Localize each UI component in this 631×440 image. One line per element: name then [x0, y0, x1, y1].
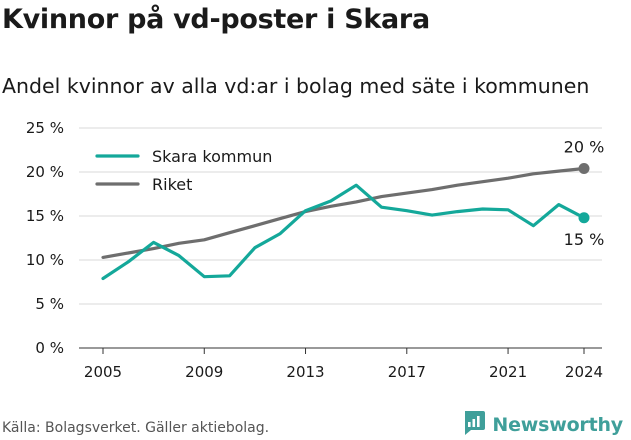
- newsworthy-logo-text: Newsworthy: [492, 414, 623, 436]
- legend-label-skara: Skara kommun: [152, 147, 272, 166]
- series-line-riket: [101, 166, 586, 259]
- y-tick-label: 0 %: [35, 339, 64, 357]
- newsworthy-logo-icon: [462, 410, 486, 440]
- x-tick-label: 2024: [565, 363, 603, 381]
- end-labels: 20 % 15 %: [564, 137, 605, 248]
- y-tick-label: 20 %: [26, 163, 64, 181]
- x-tick-label: 2009: [185, 363, 223, 381]
- x-tick-label: 2005: [84, 363, 122, 381]
- newsworthy-logo[interactable]: Newsworthy: [462, 410, 623, 440]
- y-tick-label: 15 %: [26, 207, 64, 225]
- series-line-skara: [101, 183, 586, 281]
- y-tick-label: 25 %: [26, 119, 64, 137]
- y-tick-label: 10 %: [26, 251, 64, 269]
- y-tick-label: 5 %: [35, 295, 64, 313]
- x-tick-label: 2017: [388, 363, 426, 381]
- x-tick-label: 2013: [286, 363, 324, 381]
- series-lines: [101, 162, 590, 281]
- chart-subtitle: Andel kvinnor av alla vd:ar i bolag med …: [2, 74, 590, 98]
- end-point-skara: [578, 212, 590, 224]
- legend: Skara kommun Riket: [95, 147, 272, 194]
- end-label-skara: 15 %: [564, 230, 605, 249]
- end-label-riket: 20 %: [564, 137, 605, 156]
- chart-title: Kvinnor på vd-poster i Skara: [2, 4, 430, 35]
- grid-lines: [79, 127, 602, 305]
- source-note: Källa: Bolagsverket. Gäller aktiebolag.: [2, 420, 270, 436]
- x-tick-label: 2021: [489, 363, 527, 381]
- end-point-riket: [578, 162, 590, 174]
- axes: 0 % 5 % 10 % 15 % 20 % 25 % 2005 2009 2013 2017 20…: [26, 119, 603, 381]
- legend-label-riket: Riket: [152, 175, 192, 194]
